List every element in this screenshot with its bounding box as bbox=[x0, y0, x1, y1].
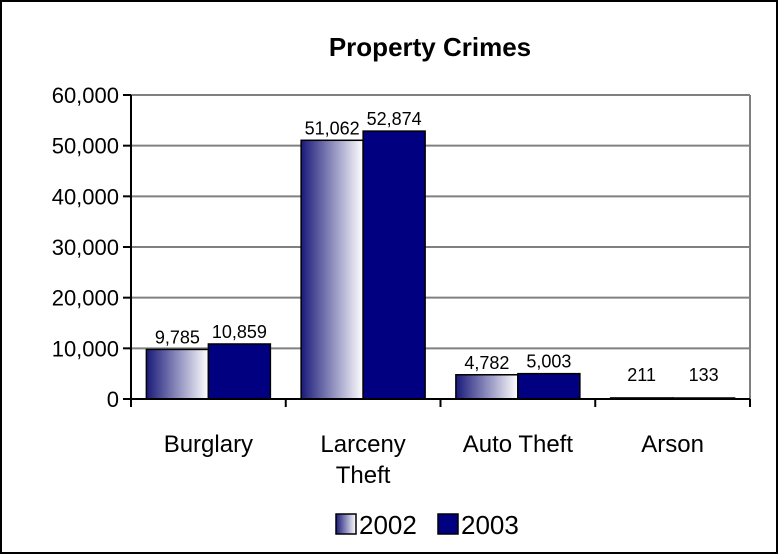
data-label: 52,874 bbox=[367, 109, 422, 129]
legend-swatch-2002 bbox=[335, 513, 357, 535]
y-tick-label: 50,000 bbox=[52, 134, 119, 159]
data-label: 5,003 bbox=[526, 352, 571, 372]
data-label: 51,062 bbox=[305, 118, 360, 138]
y-tick-label: 40,000 bbox=[52, 184, 119, 209]
y-tick-label: 60,000 bbox=[52, 83, 119, 108]
chart-title: Property Crimes bbox=[329, 32, 531, 62]
bar-2003-2 bbox=[517, 372, 581, 400]
x-category-label: Larceny bbox=[320, 431, 405, 458]
bar-2002-2 bbox=[455, 374, 519, 400]
y-tick-label: 20,000 bbox=[52, 286, 119, 311]
legend-label-2002: 2002 bbox=[359, 510, 417, 540]
data-label: 4,782 bbox=[464, 353, 509, 373]
data-label: 10,859 bbox=[212, 322, 267, 342]
legend-swatch-2003 bbox=[437, 513, 459, 535]
chart-legend: 2002 2003 bbox=[335, 510, 519, 540]
x-category-label: Auto Theft bbox=[463, 431, 574, 458]
x-category-label: Burglary bbox=[164, 431, 253, 458]
y-tick-label: 10,000 bbox=[52, 336, 119, 361]
x-category-label: Theft bbox=[336, 462, 391, 489]
y-tick-label: 0 bbox=[107, 387, 119, 412]
x-category-label: Arson bbox=[641, 431, 704, 458]
y-tick-label: 30,000 bbox=[52, 235, 119, 260]
data-label: 133 bbox=[689, 365, 719, 385]
legend-label-2003: 2003 bbox=[461, 510, 519, 540]
bar-2002-0 bbox=[145, 348, 210, 400]
bar-2003-0 bbox=[207, 343, 272, 400]
data-label: 211 bbox=[627, 365, 656, 385]
bar-2002-1 bbox=[300, 139, 364, 400]
bar-2003-1 bbox=[362, 130, 426, 400]
data-label: 9,785 bbox=[155, 327, 200, 347]
